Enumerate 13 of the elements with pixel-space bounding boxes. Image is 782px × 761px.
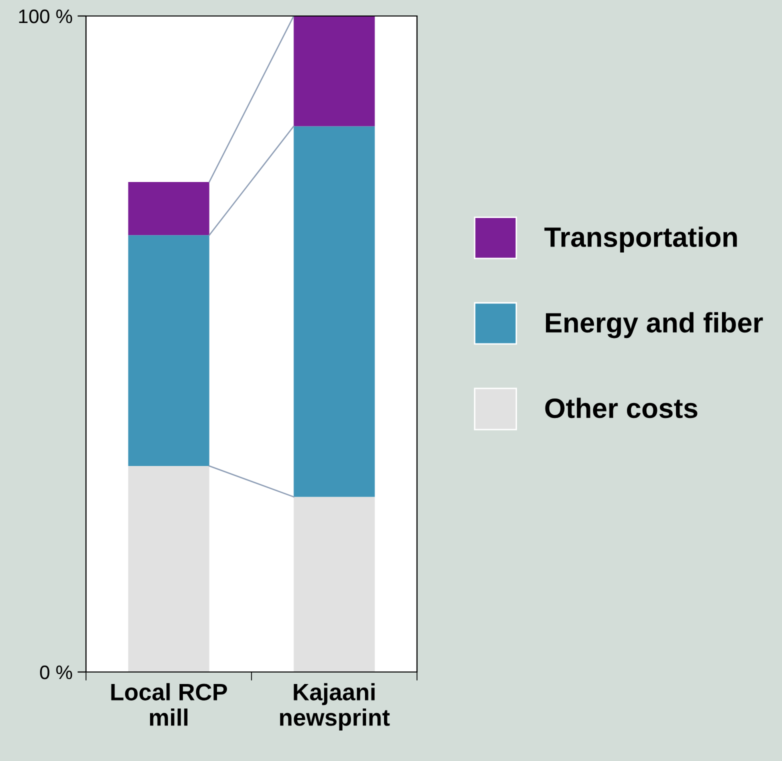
bar (294, 496, 375, 672)
legend-label: Other costs (545, 398, 698, 418)
x-tick-label: Local RCP mill (111, 683, 227, 726)
y-tick-label: 100 % (19, 9, 72, 24)
bar (128, 235, 210, 466)
legend-label: Transportation (544, 226, 737, 253)
y-tick-label: 0 % (40, 665, 72, 680)
legend-label: Energy and fiber (546, 312, 763, 338)
bar (128, 182, 210, 236)
bar (294, 126, 375, 497)
x-tick-label: Kajaani newsprint (280, 683, 390, 731)
bar (294, 16, 375, 126)
bar (128, 466, 210, 672)
